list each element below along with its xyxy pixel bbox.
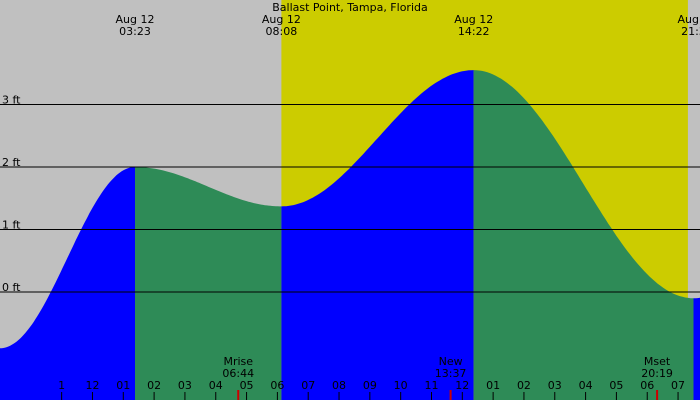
hour-label-13: 11 <box>424 379 438 392</box>
rising-tide-segment <box>0 167 135 400</box>
height-labels: 0 ft 1 ft 2 ft 3 ft <box>2 94 21 295</box>
height-label-0ft: 0 ft <box>2 281 21 294</box>
hour-label-16: 02 <box>517 379 531 392</box>
moon-event-name-2: Mset <box>644 355 671 368</box>
moon-event-name-0: Mrise <box>223 355 253 368</box>
tide-event-time-3: 21:3 <box>681 25 700 38</box>
hour-label-5: 03 <box>178 379 192 392</box>
height-gridlines <box>0 104 700 293</box>
hour-label-18: 04 <box>579 379 593 392</box>
falling-tide-segment <box>135 167 282 400</box>
moon-event-name-1: New <box>439 355 463 368</box>
moon-event-time-1: 13:37 <box>435 367 467 380</box>
tide-event-time-2: 14:22 <box>458 25 490 38</box>
hour-label-11: 09 <box>363 379 377 392</box>
hour-label-21: 07 <box>671 379 685 392</box>
hour-label-2: 12 <box>85 379 99 392</box>
hour-label-1: 1 <box>58 379 65 392</box>
hour-label-14: 12 <box>455 379 469 392</box>
moon-event-time-0: 06:44 <box>222 367 254 380</box>
tide-event-date-2: Aug 12 <box>454 13 493 26</box>
hour-label-8: 06 <box>270 379 284 392</box>
hour-label-7: 05 <box>240 379 254 392</box>
hour-label-6: 04 <box>209 379 223 392</box>
hour-label-4: 02 <box>147 379 161 392</box>
rising-tide-segment <box>693 297 700 400</box>
hour-label-15: 01 <box>486 379 500 392</box>
tide-event-time-1: 08:08 <box>266 25 298 38</box>
hour-label-20: 06 <box>640 379 654 392</box>
hour-label-17: 03 <box>548 379 562 392</box>
hour-ticks: 1 12 01 02 03 04 05 06 07 08 09 10 11 12 01 02 03 04 05 06 0… <box>58 379 685 400</box>
height-label-3ft: 3 ft <box>2 94 21 107</box>
hour-label-3: 01 <box>116 379 130 392</box>
falling-tide-segment <box>473 70 694 400</box>
height-label-1ft: 1 ft <box>2 219 21 232</box>
tide-event-date-3: Aug 3 <box>677 13 700 26</box>
rising-tide-segment <box>281 70 474 400</box>
hour-label-10: 08 <box>332 379 346 392</box>
hour-label-19: 05 <box>609 379 623 392</box>
hour-label-12: 10 <box>394 379 408 392</box>
height-label-2ft: 2 ft <box>2 156 21 169</box>
chart-title: Ballast Point, Tampa, Florida <box>272 1 427 14</box>
tide-event-date-1: Aug 12 <box>262 13 301 26</box>
hour-label-9: 07 <box>301 379 315 392</box>
tide-event-time-0: 03:23 <box>119 25 151 38</box>
tide-event-date-0: Aug 12 <box>116 13 155 26</box>
moon-event-time-2: 20:19 <box>641 367 673 380</box>
tide-area <box>0 70 700 400</box>
